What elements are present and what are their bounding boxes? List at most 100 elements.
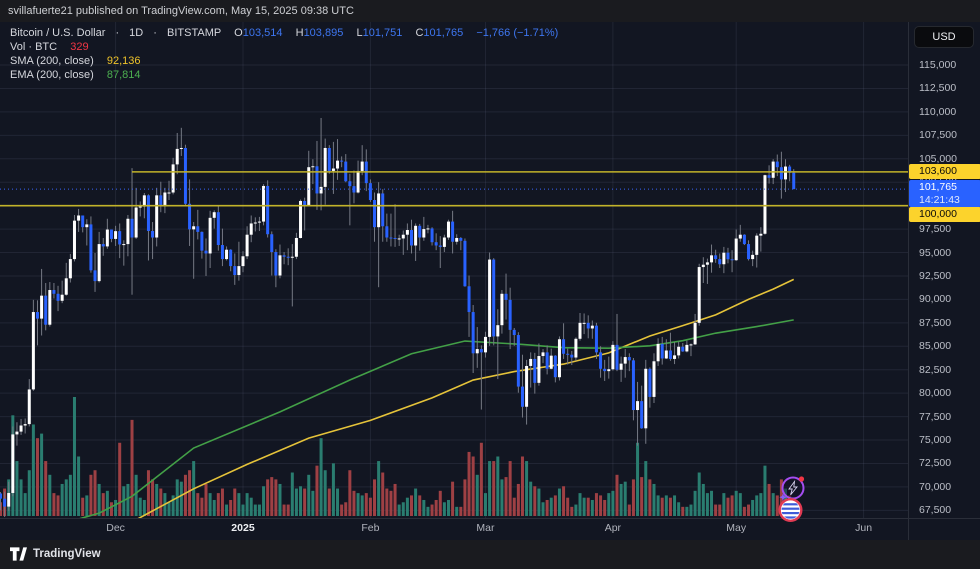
chart-pane[interactable] [0, 22, 908, 518]
volume-bar [730, 495, 734, 516]
volume-bar [726, 497, 730, 516]
candle-body [319, 186, 323, 194]
volume-bar [352, 490, 356, 516]
volume-bar [759, 493, 763, 516]
volume-bar [697, 472, 701, 516]
price-tick-label: 70,000 [919, 480, 952, 493]
candle-body [500, 293, 504, 326]
volume-bar [179, 481, 183, 516]
volume-bar [763, 465, 767, 516]
volume-bar [599, 495, 603, 516]
volume-bar [274, 479, 278, 516]
candle-body [401, 234, 405, 239]
candle-wick [320, 117, 322, 211]
candle-body [496, 325, 500, 337]
volume-bar [644, 461, 648, 516]
volume-bar [311, 490, 315, 516]
candle-wick [521, 354, 523, 418]
change-value: −1,766 (−1.71%) [476, 27, 559, 39]
volume-value: 329 [70, 41, 89, 53]
candle-body [640, 401, 644, 429]
volume-bar [648, 479, 652, 516]
candle-body [381, 193, 385, 227]
volume-bar [734, 490, 738, 516]
candle-wick [238, 241, 240, 281]
volume-bar [385, 488, 389, 516]
volume-bar [405, 497, 409, 516]
volume-bar [146, 470, 150, 516]
candle-body [582, 322, 586, 324]
volume-bar [93, 470, 97, 516]
candle-body [56, 293, 60, 301]
price-axis[interactable]: USD 103,600 101,765 14:21:43 100,000 115… [908, 22, 980, 518]
candle-wick [690, 343, 692, 357]
sma-legend-row[interactable]: SMA (200, close) 92,136 [10, 54, 558, 68]
volume-bar [668, 497, 672, 516]
volume-bar [138, 497, 142, 516]
candle-wick [139, 201, 141, 217]
candle-body [479, 349, 483, 353]
tradingview-logo[interactable]: TradingView [10, 547, 101, 561]
candle-body [648, 368, 652, 397]
candle-body [673, 355, 677, 359]
last-price-label: 101,765 14:21:43 [909, 180, 980, 207]
volume-bar [640, 477, 644, 516]
volume-bar [553, 495, 557, 516]
candle-body [623, 357, 627, 364]
candle-wick [398, 234, 400, 246]
volume-bar [459, 506, 463, 516]
volume-bar [40, 433, 44, 516]
candle-wick [439, 236, 441, 268]
candle-body [35, 312, 39, 319]
candle-body [792, 172, 796, 190]
volume-bar [188, 470, 192, 516]
candle-body [405, 230, 409, 235]
candle-body [64, 278, 68, 295]
candle-body [245, 234, 249, 257]
volume-bar [475, 474, 479, 516]
high-value: 103,895 [303, 27, 344, 39]
candle-wick [123, 240, 125, 266]
volume-bar [512, 497, 516, 516]
time-axis[interactable]: Dec 2025 Feb Mar Apr May Jun [0, 518, 980, 541]
volume-bar [155, 483, 159, 516]
candle-wick [36, 300, 38, 346]
volume-bar [48, 474, 52, 516]
volume-bar [508, 461, 512, 516]
candle-wick [361, 145, 363, 176]
candle-wick [739, 224, 741, 242]
volume-bar [336, 488, 340, 516]
volume-bar [373, 479, 377, 516]
volume-bar [323, 470, 327, 516]
candle-body [442, 237, 446, 247]
volume-bar [582, 497, 586, 516]
volume-bar [755, 495, 759, 516]
candle-body [541, 352, 545, 357]
candle-body [492, 259, 496, 337]
candle-wick [542, 349, 544, 364]
symbol-legend-row[interactable]: Bitcoin / U.S. Dollar · 1D · BITSTAMP O1… [10, 27, 559, 39]
candle-wick [283, 252, 285, 265]
price-tick-label: 110,000 [919, 105, 957, 118]
close-value: 101,765 [423, 27, 464, 39]
candle-wick [402, 230, 404, 255]
volume-bar [249, 497, 253, 516]
ema-legend-row[interactable]: EMA (200, close) 87,814 [10, 68, 558, 82]
volume-legend-row[interactable]: Vol · BTC 329 [10, 40, 558, 54]
candle-body [118, 231, 122, 245]
volume-bar [438, 490, 442, 516]
currency-toggle-button[interactable]: USD [914, 26, 974, 48]
volume-bar [237, 493, 241, 516]
candle-body [188, 203, 192, 230]
candle-body [656, 343, 660, 362]
volume-bar [348, 470, 352, 516]
high-label: H [295, 27, 304, 39]
candle-body [282, 255, 286, 257]
open-label: O [234, 27, 243, 39]
volume-bar [631, 479, 635, 516]
bar-countdown: 14:21:43 [919, 194, 960, 206]
candle-body [759, 233, 763, 236]
volume-bar [23, 493, 27, 516]
volume-bar [545, 499, 549, 516]
ema-value: 87,814 [106, 69, 141, 81]
